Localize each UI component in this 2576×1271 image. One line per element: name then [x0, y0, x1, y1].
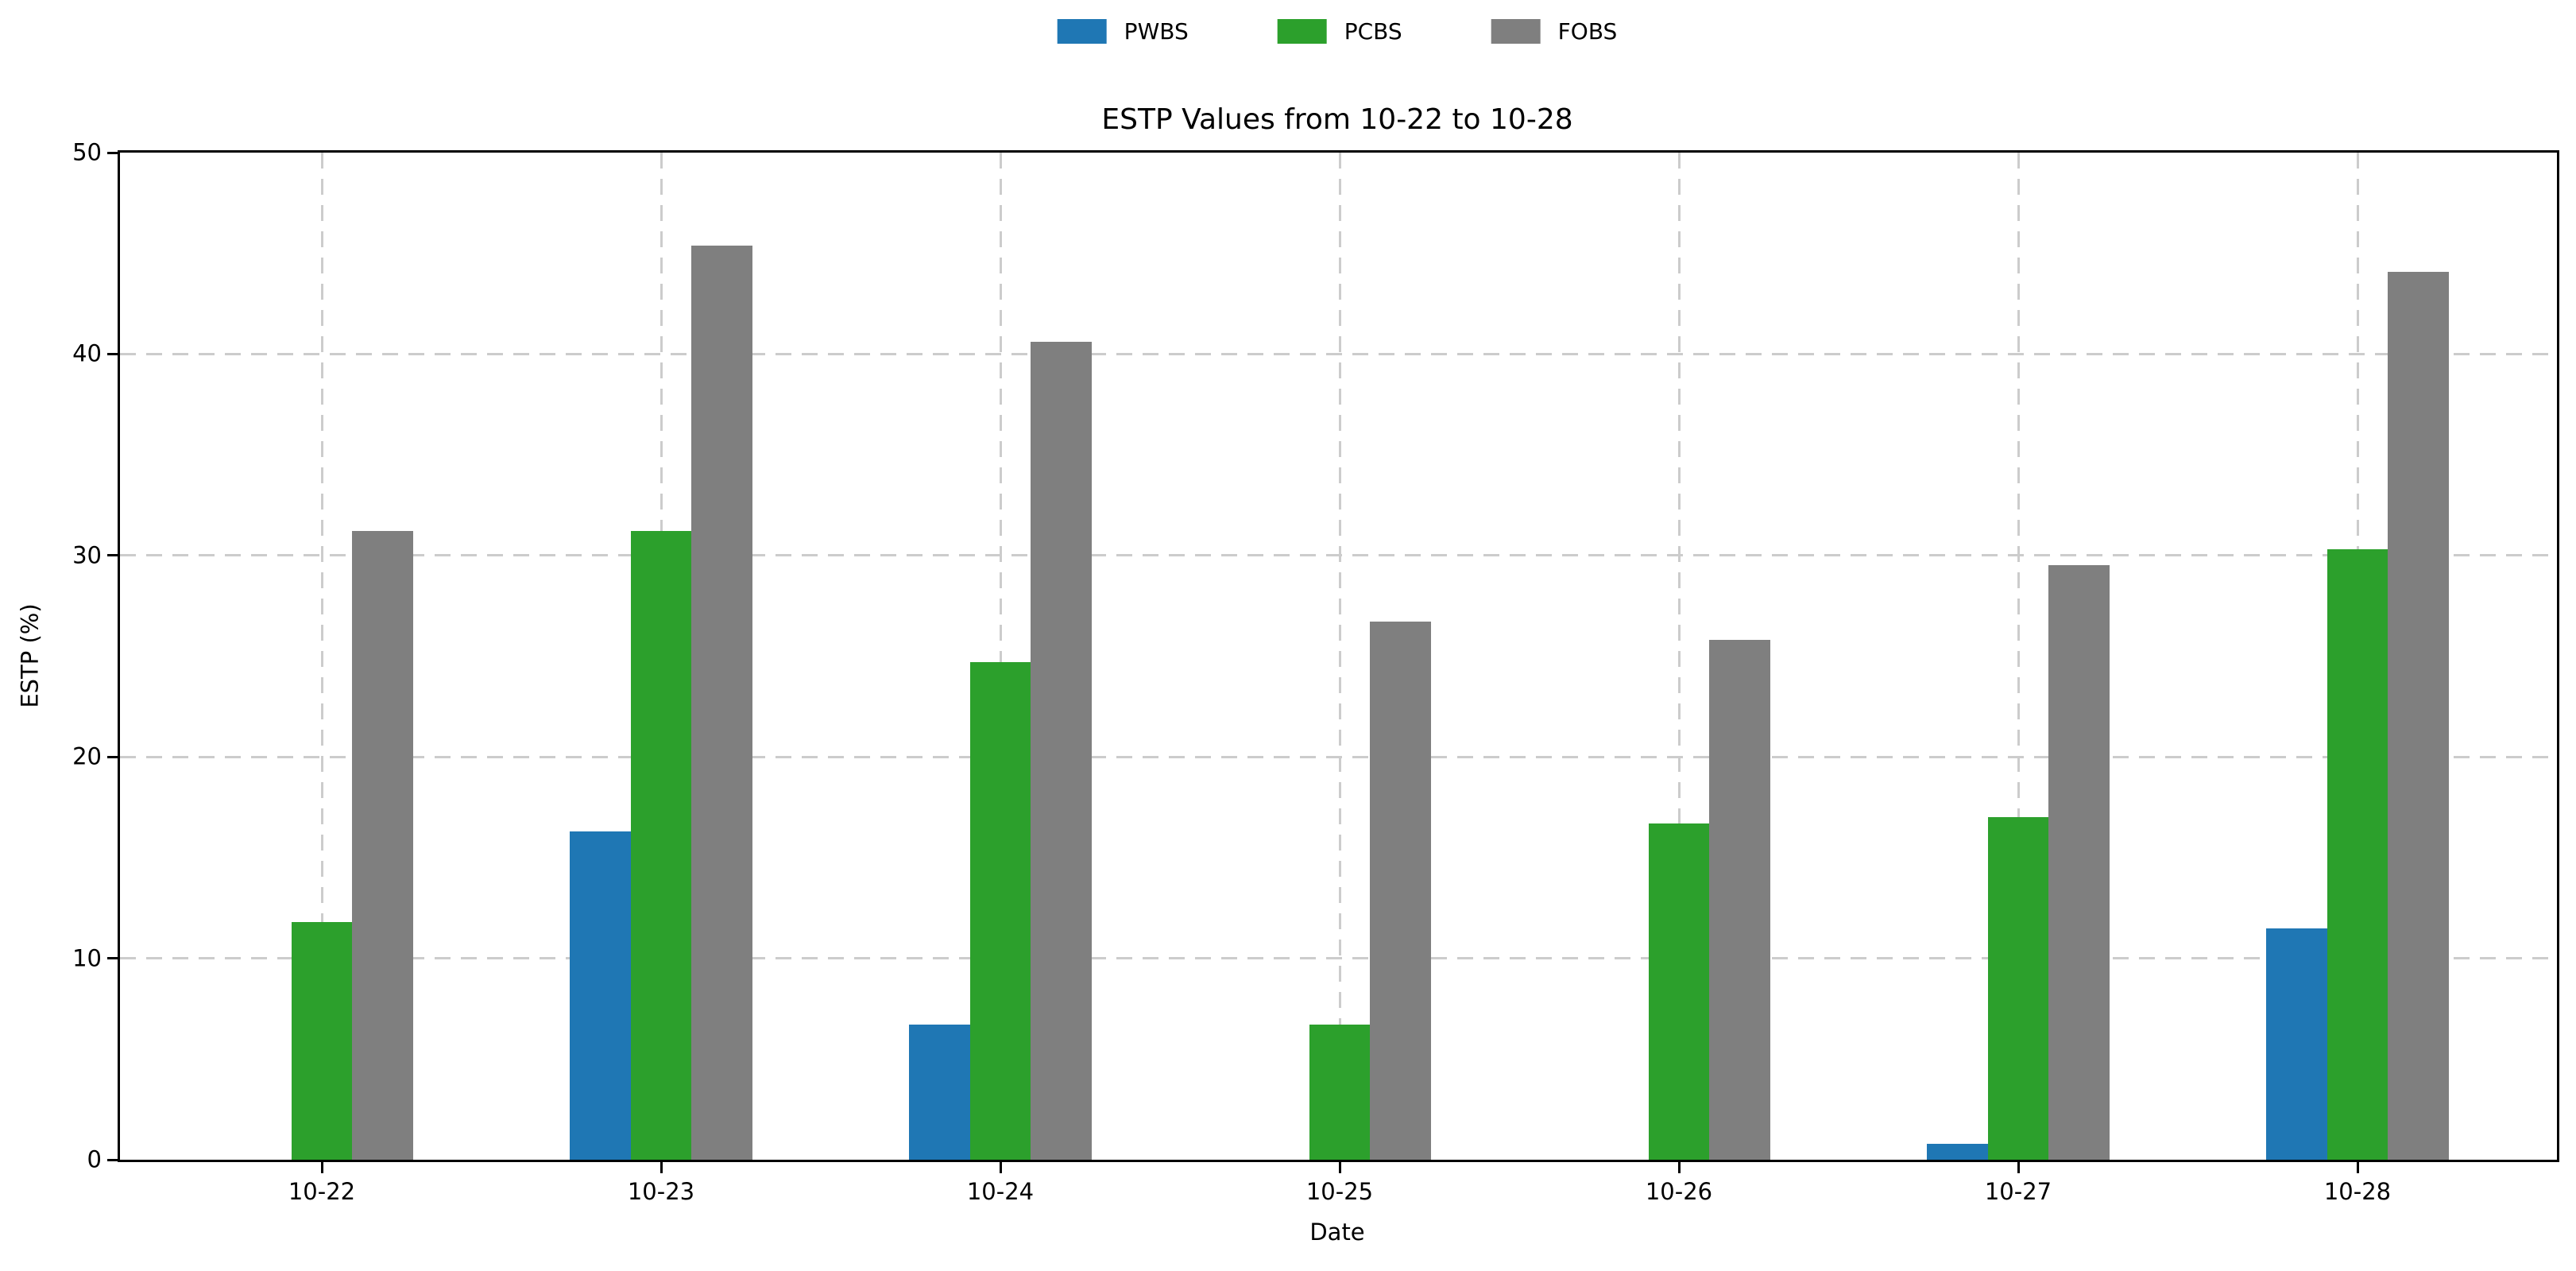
y-tick-mark — [107, 151, 120, 154]
h-gridline — [120, 554, 2555, 557]
bar-pcbs-10-23 — [630, 531, 692, 1160]
bar-fobs-10-28 — [2388, 271, 2450, 1160]
plot-area — [118, 150, 2559, 1162]
x-tick-mark — [1338, 1160, 1341, 1173]
x-tick-mark — [999, 1160, 1002, 1173]
y-tick-label: 40 — [72, 339, 102, 367]
y-tick-label: 0 — [87, 1145, 102, 1173]
chart-title: ESTP Values from 10-22 to 10-28 — [1101, 103, 1573, 136]
y-tick-mark — [107, 352, 120, 355]
bar-fobs-10-27 — [2048, 565, 2110, 1160]
bar-pcbs-10-24 — [969, 662, 1031, 1160]
legend-swatch-pwbs — [1057, 19, 1107, 44]
x-axis-label: Date — [1309, 1219, 1365, 1246]
y-tick-mark — [107, 554, 120, 557]
legend-label: PCBS — [1344, 17, 1402, 45]
bar-pwbs-10-28 — [2266, 928, 2327, 1160]
legend-label: PWBS — [1124, 17, 1189, 45]
bar-fobs-10-26 — [1709, 640, 1771, 1160]
bar-pwbs-10-27 — [1927, 1143, 1988, 1160]
bar-pcbs-10-27 — [1987, 817, 2049, 1160]
bar-fobs-10-22 — [352, 531, 414, 1160]
y-axis-label: ESTP (%) — [16, 603, 44, 708]
y-tick-mark — [107, 1158, 120, 1161]
bar-pcbs-10-28 — [2327, 549, 2388, 1160]
legend-swatch-pcbs — [1277, 19, 1327, 44]
y-tick-label: 50 — [72, 138, 102, 166]
y-tick-label: 20 — [72, 742, 102, 770]
x-tick-mark — [2356, 1160, 2359, 1173]
x-tick-mark — [2017, 1160, 2020, 1173]
legend-entry: PWBS — [1057, 17, 1189, 45]
v-gridline — [320, 153, 323, 1160]
legend-swatch-fobs — [1491, 19, 1541, 44]
y-tick-label: 30 — [72, 541, 102, 569]
h-gridline — [120, 755, 2555, 758]
x-tick-label: 10-24 — [966, 1178, 1035, 1205]
bar-fobs-10-25 — [1370, 622, 1432, 1160]
legend-label: FOBS — [1557, 17, 1618, 45]
y-tick-label: 10 — [72, 944, 102, 972]
legend-entry: FOBS — [1491, 17, 1618, 45]
h-gridline — [120, 957, 2555, 960]
x-tick-label: 10-27 — [1984, 1178, 2052, 1205]
bar-fobs-10-24 — [1031, 342, 1093, 1160]
bar-pwbs-10-24 — [909, 1025, 970, 1160]
bar-fobs-10-23 — [691, 245, 753, 1160]
legend-entry: PCBS — [1277, 17, 1402, 45]
y-tick-mark — [107, 957, 120, 960]
x-tick-label: 10-23 — [627, 1178, 695, 1205]
x-tick-label: 10-25 — [1305, 1178, 1374, 1205]
h-gridline — [120, 352, 2555, 355]
v-gridline — [1338, 153, 1341, 1160]
x-tick-label: 10-26 — [1645, 1178, 1713, 1205]
chart-legend: PWBS PCBS FOBS — [1057, 17, 1618, 45]
v-gridline — [999, 153, 1002, 1160]
y-tick-mark — [107, 755, 120, 758]
bar-pcbs-10-22 — [291, 921, 353, 1160]
v-gridline — [2017, 153, 2020, 1160]
x-tick-mark — [659, 1160, 663, 1173]
x-tick-label: 10-22 — [288, 1178, 356, 1205]
bar-pwbs-10-23 — [570, 831, 631, 1160]
bar-pcbs-10-25 — [1309, 1025, 1371, 1160]
v-gridline — [1677, 153, 1681, 1160]
x-tick-mark — [1677, 1160, 1681, 1173]
x-tick-mark — [320, 1160, 323, 1173]
x-tick-label: 10-28 — [2323, 1178, 2392, 1205]
bar-pcbs-10-26 — [1648, 823, 1710, 1160]
